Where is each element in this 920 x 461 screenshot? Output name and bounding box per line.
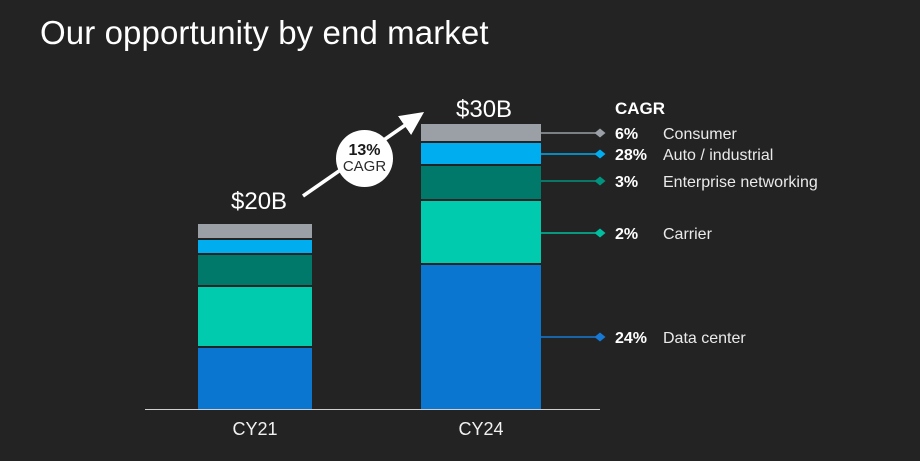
bar-total-label-cy21: $20B — [231, 188, 288, 215]
x-axis-tick-cy21: CY21 — [232, 419, 278, 439]
legend-item-label: Auto / industrial — [663, 147, 774, 164]
legend-item-carrier[interactable]: 2% Carrier — [615, 226, 712, 244]
legend-item-label: Data center — [663, 330, 746, 347]
x-axis-tick-cy24: CY24 — [458, 419, 504, 439]
legend-cagr-value: 3% — [615, 174, 639, 191]
legend-cagr-value: 24% — [615, 330, 648, 347]
cagr-badge-value: 13% — [348, 141, 381, 159]
legend-cagr-value: 6% — [615, 126, 639, 143]
bar-segment-carrier[interactable] — [421, 201, 541, 263]
legend-item-label: Carrier — [663, 226, 712, 243]
legend-header: CAGR — [615, 99, 666, 118]
bar-segment-consumer[interactable] — [421, 124, 541, 141]
bar-segment-data-center[interactable] — [198, 348, 312, 409]
legend-item-auto-industrial[interactable]: 28% Auto / industrial — [615, 147, 773, 165]
bar-segment-consumer[interactable] — [198, 224, 312, 238]
legend-item-data-center[interactable]: 24% Data center — [615, 330, 746, 348]
bar-segment-auto-industrial[interactable] — [198, 240, 312, 253]
cagr-badge: 13% CAGR — [336, 130, 393, 187]
page-title: Our opportunity by end market — [40, 14, 489, 51]
bar-segment-auto-industrial[interactable] — [421, 143, 541, 164]
bar-cy21[interactable] — [198, 224, 312, 409]
bar-total-label-cy24: $30B — [456, 96, 513, 123]
bar-cy24[interactable] — [421, 124, 541, 409]
legend-item-label: Enterprise networking — [663, 174, 818, 191]
bar-segment-enterprise-networking[interactable] — [198, 255, 312, 285]
cagr-badge-label: CAGR — [342, 158, 387, 176]
legend-item-label: Consumer — [663, 126, 737, 143]
legend-cagr-value: 28% — [615, 147, 648, 164]
bar-segment-carrier[interactable] — [198, 287, 312, 346]
legend-cagr-value: 2% — [615, 226, 639, 243]
legend-item-enterprise-networking[interactable]: 3% Enterprise networking — [615, 174, 818, 192]
bar-segment-data-center[interactable] — [421, 265, 541, 409]
x-axis-line — [145, 409, 600, 410]
legend-item-consumer[interactable]: 6% Consumer — [615, 126, 737, 144]
bar-segment-enterprise-networking[interactable] — [421, 166, 541, 199]
